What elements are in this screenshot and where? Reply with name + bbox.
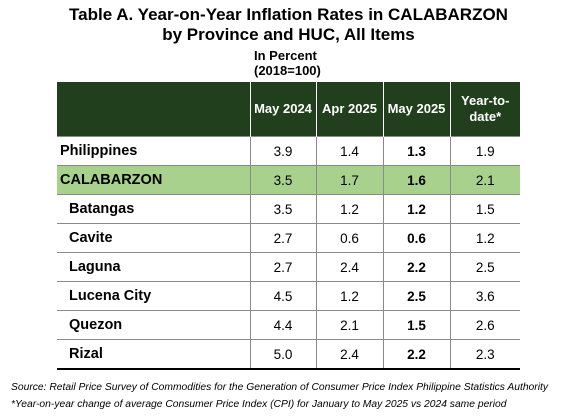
value-ytd: 3.6: [449, 281, 520, 311]
value-apr-2025: 0.6: [315, 223, 383, 253]
value-may-2024: 4.5: [249, 281, 316, 311]
header-ytd-line-1: Year-to-: [461, 93, 510, 108]
area-name: Quezon: [57, 310, 250, 340]
table-row-cavite: Cavite 2.7 0.6 0.6 1.2: [57, 223, 520, 253]
value-may-2024: 3.9: [249, 136, 316, 166]
value-ytd: 1.5: [449, 194, 520, 224]
table-row-batangas: Batangas 3.5 1.2 1.2 1.5: [57, 194, 520, 224]
value-ytd: 2.3: [449, 339, 520, 370]
value-may-2025: 1.3: [382, 136, 450, 166]
table-title-line-1: Table A. Year-on-Year Inflation Rates in…: [69, 5, 508, 24]
value-may-2024: 2.7: [249, 252, 316, 282]
value-ytd: 2.6: [449, 310, 520, 340]
header-may-2024: May 2024: [249, 82, 316, 137]
table-row-laguna: Laguna 2.7 2.4 2.2 2.5: [57, 252, 520, 282]
area-name: Rizal: [57, 339, 250, 370]
value-may-2024: 5.0: [249, 339, 316, 370]
value-may-2024: 2.7: [249, 223, 316, 253]
table-row-rizal: Rizal 5.0 2.4 2.2 2.3: [57, 339, 520, 370]
value-may-2025: 1.5: [382, 310, 450, 340]
value-apr-2025: 2.4: [315, 339, 383, 370]
header-apr-2025: Apr 2025: [315, 82, 383, 137]
value-apr-2025: 2.4: [315, 252, 383, 282]
value-apr-2025: 1.7: [315, 165, 383, 195]
header-may-2025: May 2025: [382, 82, 450, 137]
area-name: Batangas: [57, 194, 250, 224]
value-ytd: 1.2: [449, 223, 520, 253]
value-apr-2025: 1.2: [315, 194, 383, 224]
unit-label: In Percent: [254, 48, 317, 63]
inflation-table: May 2024 Apr 2025 May 2025 Year-to- date…: [57, 82, 520, 370]
value-may-2024: 4.4: [249, 310, 316, 340]
value-ytd: 2.1: [449, 165, 520, 195]
value-ytd: 1.9: [449, 136, 520, 166]
area-name: Laguna: [57, 252, 250, 282]
value-may-2024: 3.5: [249, 194, 316, 224]
area-name: Lucena City: [57, 281, 250, 311]
table-row-quezon: Quezon 4.4 2.1 1.5 2.6: [57, 310, 520, 340]
header-area: [57, 82, 250, 137]
value-apr-2025: 1.2: [315, 281, 383, 311]
table-row-lucena-city: Lucena City 4.5 1.2 2.5 3.6: [57, 281, 520, 311]
header-ytd-line-2: date*: [469, 109, 502, 124]
value-apr-2025: 2.1: [315, 310, 383, 340]
table-row-philippines: Philippines 3.9 1.4 1.3 1.9: [57, 136, 520, 166]
value-may-2025: 0.6: [382, 223, 450, 253]
table-title-line-2: by Province and HUC, All Items: [162, 25, 415, 44]
table-row-calabarzon: CALABARZON 3.5 1.7 1.6 2.1: [57, 165, 520, 195]
value-may-2024: 3.5: [249, 165, 316, 195]
source-note: Source: Retail Price Survey of Commoditi…: [11, 382, 549, 393]
footnote: *Year-on-year change of average Consumer…: [11, 399, 507, 410]
area-name: Cavite: [57, 223, 250, 253]
value-may-2025: 2.2: [382, 252, 450, 282]
base-year-label: (2018=100): [254, 63, 321, 78]
value-ytd: 2.5: [449, 252, 520, 282]
value-may-2025: 2.5: [382, 281, 450, 311]
area-name: Philippines: [57, 136, 250, 166]
value-may-2025: 2.2: [382, 339, 450, 370]
value-may-2025: 1.6: [382, 165, 450, 195]
value-apr-2025: 1.4: [315, 136, 383, 166]
header-row: May 2024 Apr 2025 May 2025 Year-to- date…: [57, 82, 520, 137]
value-may-2025: 1.2: [382, 194, 450, 224]
area-name: CALABARZON: [57, 165, 250, 195]
header-year-to-date: Year-to- date*: [449, 82, 520, 137]
